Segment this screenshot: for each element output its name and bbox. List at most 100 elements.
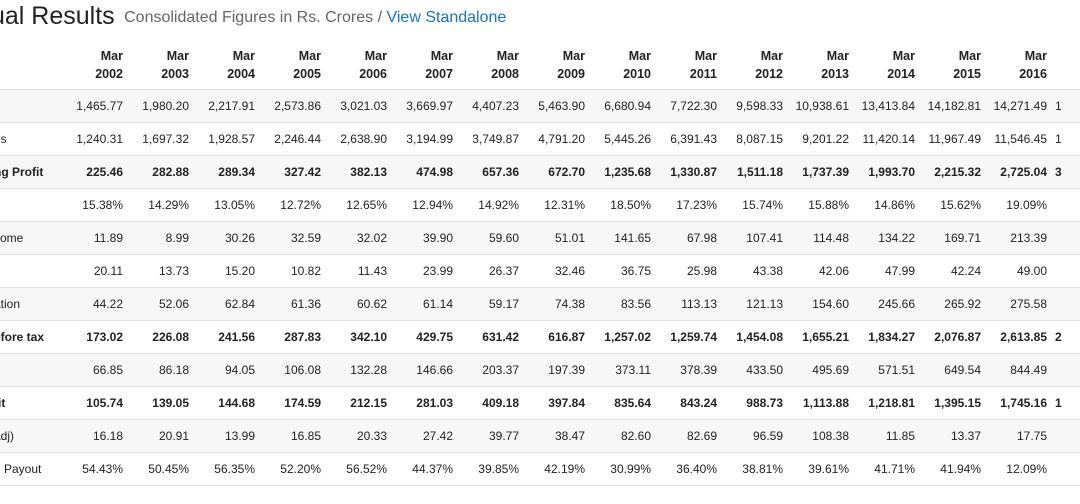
table-cell: 61.14 (393, 287, 459, 321)
table-cell: 11.85 (855, 419, 921, 453)
table-cell: 173.02 (63, 320, 129, 354)
table-cell: 4,791.20 (525, 122, 591, 156)
table-cell: 141.65 (591, 221, 657, 255)
table-cell: 287.83 (261, 320, 327, 354)
table-cell: 94.05 (195, 353, 261, 387)
column-header: Mar 2007 (393, 40, 459, 90)
table-header-row: Mar 2002 Mar 2003 Mar 2004 Mar 2005 Mar 2006 Mar 20… (0, 40, 1080, 90)
table-cell: 51.01 (525, 221, 591, 255)
table-cell: 289.34 (195, 155, 261, 189)
row-label-text: ation (0, 297, 21, 311)
row-label-text: ng Profit (0, 165, 44, 179)
table-cell: 59.17 (459, 287, 525, 321)
table-cell: 56.35% (195, 452, 261, 486)
table-cell: 378.39 (657, 353, 723, 387)
table-row: 15.38% 14.29% 13.05% 12.72% 12.65% 12.94% 14.9… (0, 188, 1080, 222)
table-cell: 42.19% (525, 452, 591, 486)
table-cell: 32.46 (525, 254, 591, 288)
table-cell: 265.92 (921, 287, 987, 321)
column-header-month: Mar (496, 48, 519, 63)
table-cell: 15.20 (195, 254, 261, 288)
column-header: Mar 2011 (657, 40, 723, 90)
table-cell: 42.06 (789, 254, 855, 288)
column-header-year: 2002 (95, 66, 123, 81)
table-cell: 382.13 (327, 155, 393, 189)
column-header-year: 2005 (293, 66, 321, 81)
view-standalone-link[interactable]: View Standalone (386, 9, 507, 26)
table-cell: 7,722.30 (657, 89, 723, 123)
column-header: Mar 2015 (921, 40, 987, 90)
table-cell: 1,834.27 (855, 320, 921, 354)
table-cell: 197.39 (525, 353, 591, 387)
column-header-year: 2016 (1019, 66, 1047, 81)
column-header-month: Mar (694, 48, 717, 63)
row-label: adj) (0, 419, 63, 453)
table-cell: 11,546.45 (987, 122, 1053, 156)
table-cell: 241.56 (195, 320, 261, 354)
row-label: d Payout (0, 452, 63, 486)
column-header-year: 2010 (623, 66, 651, 81)
row-label (0, 254, 63, 288)
table-cell: 74.38 (525, 287, 591, 321)
table-cell-truncated (1053, 221, 1080, 255)
table-cell: 1,330.87 (657, 155, 723, 189)
table-cell: 113.13 (657, 287, 723, 321)
table-cell: 30.99% (591, 452, 657, 486)
table-cell: 1,745.16 (987, 386, 1053, 420)
table-cell: 174.59 (261, 386, 327, 420)
table-cell: 27.42 (393, 419, 459, 453)
table-cell: 20.11 (63, 254, 129, 288)
column-header-month: Mar (298, 48, 321, 63)
table-cell: 39.85% (459, 452, 525, 486)
row-label-text: adj) (0, 429, 15, 443)
column-header-month: Mar (958, 48, 981, 63)
table-cell: 397.84 (525, 386, 591, 420)
table-cell: 2,613.85 (987, 320, 1053, 354)
table-cell: 14.86% (855, 188, 921, 222)
table-cell: 835.64 (591, 386, 657, 420)
header-label-cell (0, 40, 63, 90)
table-cell-truncated: 1 (1053, 122, 1080, 156)
table-cell: 8.99 (129, 221, 195, 255)
table-cell: 281.03 (393, 386, 459, 420)
column-header-month: Mar (760, 48, 783, 63)
column-header: Mar 2016 (987, 40, 1053, 90)
table-cell: 15.74% (723, 188, 789, 222)
table-cell: 2,725.04 (987, 155, 1053, 189)
row-label: come (0, 221, 63, 255)
table-cell: 327.42 (261, 155, 327, 189)
table-cell: 9,598.33 (723, 89, 789, 123)
column-header-year: 2012 (755, 66, 783, 81)
table-cell-truncated (1053, 254, 1080, 288)
table-cell: 1,395.15 (921, 386, 987, 420)
annual-results-table-container: Mar 2002 Mar 2003 Mar 2004 Mar 2005 Mar 2006 Mar 20… (0, 40, 1080, 486)
table-cell: 107.41 (723, 221, 789, 255)
table-cell: 38.81% (723, 452, 789, 486)
column-header-year: 2004 (227, 66, 255, 81)
table-cell-truncated (1053, 419, 1080, 453)
table-cell: 282.88 (129, 155, 195, 189)
table-cell: 657.36 (459, 155, 525, 189)
table-cell: 1,218.81 (855, 386, 921, 420)
row-label-text: fit (0, 396, 6, 410)
table-cell: 495.69 (789, 353, 855, 387)
table-cell: 3,194.99 (393, 122, 459, 156)
table-cell: 213.39 (987, 221, 1053, 255)
column-header-year: 2009 (557, 66, 585, 81)
table-cell: 12.09% (987, 452, 1053, 486)
table-cell: 10.82 (261, 254, 327, 288)
table-cell: 39.90 (393, 221, 459, 255)
table-cell: 18.50% (591, 188, 657, 222)
table-cell: 12.72% (261, 188, 327, 222)
table-cell: 9,201.22 (789, 122, 855, 156)
table-cell: 134.22 (855, 221, 921, 255)
table-cell-truncated (1053, 452, 1080, 486)
table-cell: 2,215.32 (921, 155, 987, 189)
table-cell: 13.05% (195, 188, 261, 222)
table-cell: 108.38 (789, 419, 855, 453)
table-cell: 13.73 (129, 254, 195, 288)
table-cell: 41.94% (921, 452, 987, 486)
table-cell: 14.29% (129, 188, 195, 222)
row-label-text: d Payout (0, 462, 42, 476)
column-header-month: Mar (826, 48, 849, 63)
